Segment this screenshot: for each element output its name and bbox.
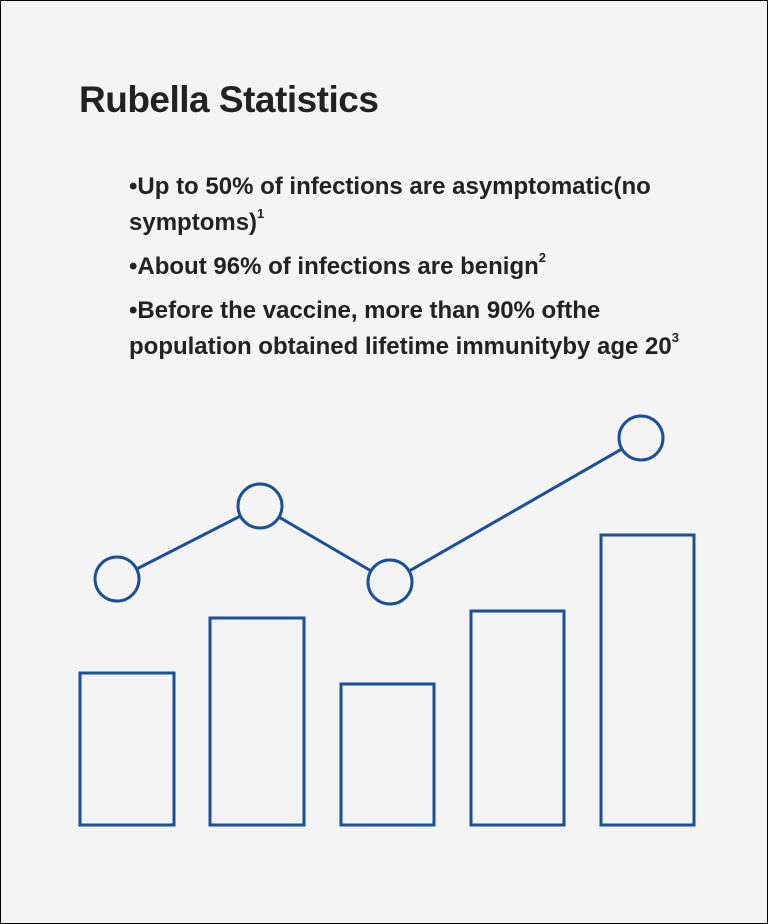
decor-bar [78, 671, 176, 827]
bullet-dot: • [129, 253, 138, 280]
decor-line [116, 436, 642, 584]
decor-point [93, 555, 141, 603]
bullet-text: the population obtained lifetime immunit… [129, 297, 601, 360]
decor-bar [599, 533, 696, 827]
bullet-list: •Up to 50% of infections are asymptomati… [79, 169, 699, 373]
bullet-text: (no symptoms)1 [129, 173, 651, 236]
bullet-item: •About 96% of infections are benign2 [79, 249, 699, 285]
decor-point [366, 558, 414, 606]
footnote-ref: 2 [538, 250, 547, 265]
bullet-text: Before the vaccine, more than 90% of [137, 297, 565, 324]
decor-bar [469, 609, 566, 827]
bullet-text: by age 203 [562, 330, 679, 360]
footnote-ref: 1 [257, 206, 265, 221]
bullet-dot: • [129, 173, 138, 200]
bullet-text: About 96% of infections are benign2 [137, 250, 547, 280]
footnote-ref: 3 [671, 330, 679, 345]
bullet-item: •Up to 50% of infections are asymptomati… [79, 169, 699, 241]
bullet-dot: • [129, 297, 138, 324]
decor-bar [339, 682, 436, 827]
bullet-text: Up to 50% of infections are asymptomatic [137, 173, 614, 200]
decor-point [617, 414, 665, 462]
title: Rubella Statistics [79, 79, 379, 120]
decor-point [236, 482, 284, 530]
decor-bar [208, 616, 306, 827]
bullet-item: •Before the vaccine, more than 90% ofthe… [79, 293, 699, 365]
